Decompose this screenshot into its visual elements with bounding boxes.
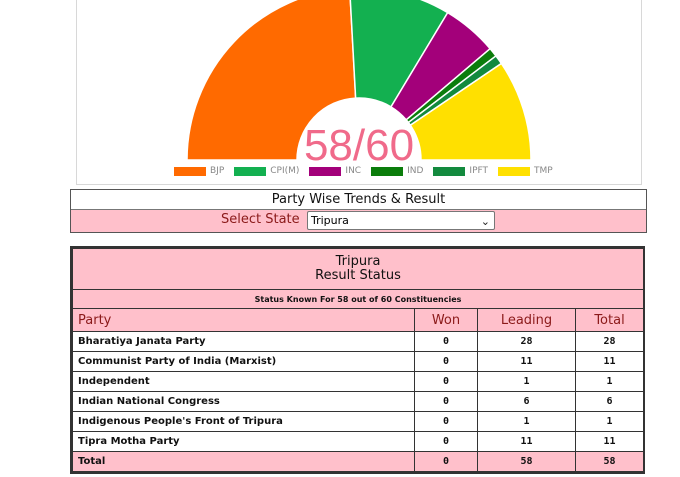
col-party: Party bbox=[72, 308, 415, 332]
legend-swatch bbox=[174, 166, 206, 176]
legend-label: CPI(M) bbox=[270, 166, 300, 176]
results-table: Tripura Result Status Status Known For 5… bbox=[70, 246, 645, 474]
legend-label: IPFT bbox=[469, 166, 489, 176]
legend-item: IND bbox=[371, 166, 423, 176]
leading-count: 28 bbox=[477, 331, 576, 352]
won-count: 0 bbox=[414, 351, 478, 372]
total-count: 6 bbox=[574, 391, 645, 412]
total-won: 0 bbox=[414, 451, 478, 472]
table-row: Bharatiya Janata Party 0 28 28 bbox=[72, 331, 645, 352]
state-select-row: Select State Tripura ⌄ bbox=[71, 210, 646, 232]
leading-count: 1 bbox=[477, 411, 576, 432]
trends-title: Party Wise Trends & Result bbox=[71, 190, 646, 210]
total-count: 11 bbox=[574, 431, 645, 452]
table-row: Indigenous People's Front of Tripura 0 1… bbox=[72, 411, 645, 432]
leading-count: 1 bbox=[477, 371, 576, 392]
col-leading: Leading bbox=[477, 308, 576, 332]
total-label: Total bbox=[72, 451, 415, 472]
table-row: Communist Party of India (Marxist) 0 11 … bbox=[72, 351, 645, 372]
legend-swatch bbox=[498, 166, 531, 176]
won-count: 0 bbox=[414, 411, 478, 432]
selected-state: Tripura bbox=[311, 214, 349, 227]
party-name: Indian National Congress bbox=[72, 391, 415, 412]
slice-bjp bbox=[186, 0, 357, 161]
results-header: Tripura Result Status bbox=[71, 248, 645, 290]
trends-panel: Party Wise Trends & Result Select State … bbox=[70, 189, 647, 233]
legend-swatch bbox=[309, 166, 342, 176]
slice-tmp bbox=[409, 62, 532, 161]
won-count: 0 bbox=[414, 371, 478, 392]
party-name: Communist Party of India (Marxist) bbox=[72, 351, 415, 372]
party-name: Independent bbox=[72, 371, 415, 392]
total-count: 28 bbox=[574, 331, 645, 352]
col-won: Won bbox=[414, 308, 478, 332]
chart-legend: BJP CPI(M) INC IND IPFT TMP bbox=[174, 164, 563, 178]
table-row: Independent 0 1 1 bbox=[72, 371, 645, 392]
table-row: Indian National Congress 0 6 6 bbox=[72, 391, 645, 412]
result-status-title: Result Status bbox=[315, 268, 401, 283]
col-total: Total bbox=[574, 308, 645, 332]
chevron-down-icon[interactable]: ⌄ bbox=[480, 215, 490, 228]
state-title: Tripura bbox=[335, 254, 381, 269]
party-name: Bharatiya Janata Party bbox=[72, 331, 415, 352]
legend-label: IND bbox=[407, 166, 424, 176]
total-count: 1 bbox=[574, 411, 645, 432]
legend-swatch bbox=[234, 166, 267, 176]
status-line: Status Known For 58 out of 60 Constituen… bbox=[71, 289, 645, 309]
legend-item: BJP bbox=[174, 166, 224, 176]
legend-swatch bbox=[433, 166, 466, 176]
seat-count-label: 58/60 bbox=[304, 121, 414, 170]
legend-swatch bbox=[371, 166, 404, 176]
won-count: 0 bbox=[414, 391, 478, 412]
won-count: 0 bbox=[414, 431, 478, 452]
seat-chart-panel: 58/60 BJP CPI(M) INC IND IPFT TMP bbox=[76, 0, 642, 185]
legend-item: TMP bbox=[498, 166, 553, 176]
total-count: 11 bbox=[574, 351, 645, 372]
leading-count: 6 bbox=[477, 391, 576, 412]
legend-item: IPFT bbox=[433, 166, 488, 176]
legend-label: BJP bbox=[210, 166, 225, 176]
total-leading: 58 bbox=[477, 451, 576, 472]
leading-count: 11 bbox=[477, 351, 576, 372]
legend-item: CPI(M) bbox=[234, 166, 299, 176]
party-name: Indigenous People's Front of Tripura bbox=[72, 411, 415, 432]
state-select[interactable]: Tripura ⌄ bbox=[307, 211, 495, 230]
total-row: Total 0 58 58 bbox=[72, 451, 645, 472]
legend-label: INC bbox=[345, 166, 362, 176]
leading-count: 11 bbox=[477, 431, 576, 452]
seat-donut-chart: 58/60 bbox=[186, 0, 532, 170]
table-row: Tipra Motha Party 0 11 11 bbox=[72, 431, 645, 452]
won-count: 0 bbox=[414, 331, 478, 352]
legend-label: TMP bbox=[534, 166, 553, 176]
party-name: Tipra Motha Party bbox=[72, 431, 415, 452]
legend-item: INC bbox=[309, 166, 361, 176]
total-total: 58 bbox=[574, 451, 645, 472]
select-state-label: Select State bbox=[221, 212, 300, 227]
total-count: 1 bbox=[574, 371, 645, 392]
